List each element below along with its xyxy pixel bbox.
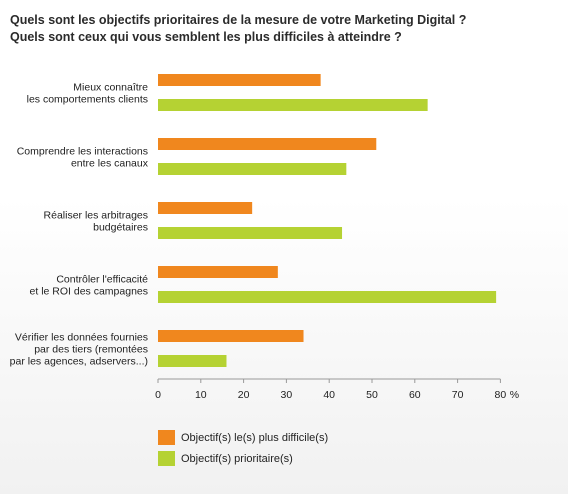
x-tick-label-10: 10 [195, 389, 207, 401]
x-tick-label-40: 40 [323, 389, 335, 401]
bar-priority-1 [158, 99, 428, 111]
category-label-line: budgétaires [93, 222, 148, 234]
category-label-line: Vérifier les données fournies [15, 332, 148, 344]
category-label-line: les comportements clients [27, 94, 148, 106]
bar-priority-5 [158, 355, 227, 367]
bar-difficult-3 [158, 202, 253, 214]
legend: Objectif(s) le(s) plus difficile(s) Obje… [158, 428, 328, 470]
bar-difficult-2 [158, 138, 377, 150]
bar-difficult-4 [158, 266, 278, 278]
category-label-line: entre les canaux [71, 158, 149, 170]
legend-item-priority: Objectif(s) prioritaire(s) [158, 449, 328, 468]
legend-label-difficult: Objectif(s) le(s) plus difficile(s) [181, 431, 329, 444]
title-line-1: Quels sont les objectifs prioritaires de… [10, 13, 467, 27]
category-label-1: Mieux connaître les comportements clients [27, 82, 149, 106]
x-tick-label-0: 0 [155, 389, 161, 401]
category-label-3: Réaliser les arbitrages budgétaires [44, 210, 148, 234]
category-label-line: Comprendre les interactions [17, 146, 148, 158]
x-tick-label-20: 20 [238, 389, 250, 401]
x-tick-label-80: 80 [495, 389, 507, 401]
bar-priority-3 [158, 227, 343, 239]
category-label-line: par des tiers (remontées [34, 344, 148, 356]
category-label-5: Vérifier les données fournies par des tie… [10, 332, 148, 368]
category-label-line: Contrôler l'efficacité [56, 274, 148, 286]
bar-priority-2 [158, 163, 347, 175]
category-label-line: Réaliser les arbitrages [44, 210, 148, 222]
chart-title: Quels sont les objectifs prioritaires de… [10, 12, 466, 46]
category-label-2: Comprendre les interactions entre les can… [17, 146, 149, 170]
category-label-line: par les agences, adservers...) [10, 356, 148, 368]
bar-priority-4 [158, 291, 497, 303]
legend-item-difficult: Objectif(s) le(s) plus difficile(s) [158, 428, 328, 447]
x-unit-label: % [510, 389, 519, 401]
legend-swatch-priority [158, 451, 175, 466]
bar-difficult-1 [158, 74, 321, 86]
bar-difficult-5 [158, 330, 304, 342]
legend-label-priority: Objectif(s) prioritaire(s) [181, 452, 293, 465]
x-tick-label-60: 60 [409, 389, 421, 401]
category-label-4: Contrôler l'efficacité et le ROI des camp… [30, 274, 149, 298]
category-label-line: Mieux connaître [73, 82, 148, 94]
legend-swatch-difficult [158, 430, 175, 445]
x-tick-label-50: 50 [366, 389, 378, 401]
title-line-2: Quels sont ceux qui vous semblent les pl… [10, 30, 402, 44]
category-label-line: et le ROI des campagnes [30, 286, 148, 298]
x-tick-label-30: 30 [281, 389, 293, 401]
x-tick-label-70: 70 [452, 389, 464, 401]
